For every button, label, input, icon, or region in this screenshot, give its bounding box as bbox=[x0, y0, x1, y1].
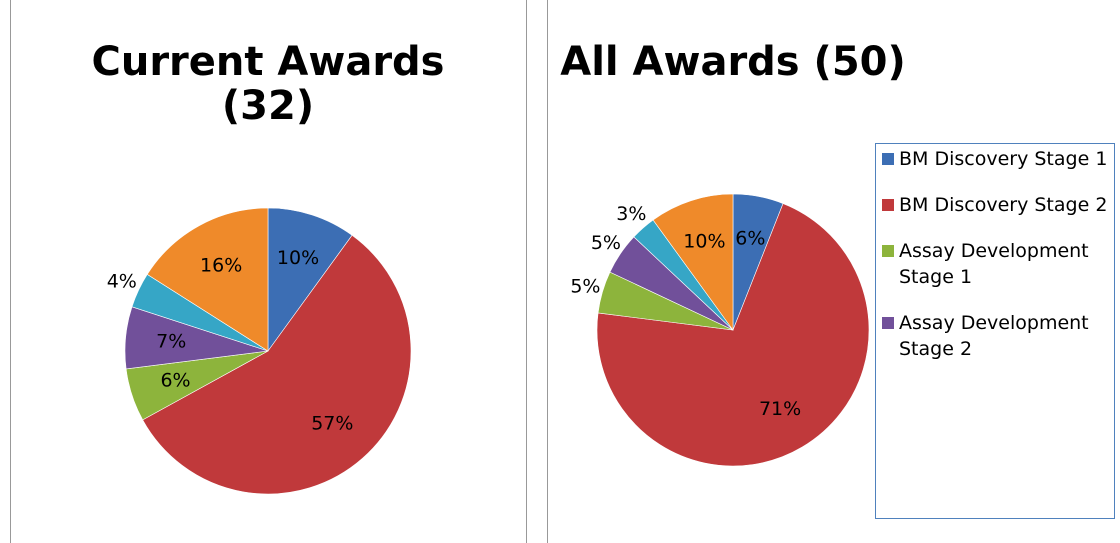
legend-entry: Assay Development Stage 1 bbox=[882, 238, 1108, 290]
data-label: 4% bbox=[107, 271, 137, 293]
legend-label: Assay Development Stage 2 bbox=[899, 312, 1089, 360]
chart-title: Current Awards (32) bbox=[91, 39, 445, 129]
legend-entry: BM Discovery Stage 1 bbox=[882, 146, 1108, 172]
data-label: 10% bbox=[683, 231, 725, 253]
legend-label: Assay Development Stage 1 bbox=[899, 240, 1089, 288]
data-label: 6% bbox=[735, 228, 765, 250]
data-label: 57% bbox=[311, 412, 353, 434]
legend-entry: BM Discovery Stage 2 bbox=[882, 192, 1108, 218]
data-label: 5% bbox=[591, 232, 621, 254]
legend: BM Discovery Stage 1 BM Discovery Stage 2… bbox=[875, 143, 1115, 519]
legend-swatch bbox=[882, 317, 894, 329]
pie-slice bbox=[146, 207, 269, 352]
legend-swatch bbox=[882, 153, 894, 165]
pie-slice bbox=[596, 203, 870, 467]
pie-slice bbox=[267, 207, 353, 352]
panel-border bbox=[10, 0, 527, 543]
legend-swatch bbox=[882, 245, 894, 257]
data-label: 5% bbox=[570, 276, 600, 298]
pie-slice bbox=[652, 193, 734, 331]
legend-label: BM Discovery Stage 1 bbox=[899, 148, 1108, 170]
data-label: 10% bbox=[277, 247, 319, 269]
legend-label: BM Discovery Stage 2 bbox=[899, 194, 1108, 216]
data-label: 3% bbox=[616, 203, 646, 225]
legend-entry: Assay Development Stage 2 bbox=[882, 310, 1108, 362]
data-label: 7% bbox=[156, 330, 186, 352]
data-label: 16% bbox=[200, 254, 242, 276]
panel-border bbox=[547, 0, 548, 543]
chart-title: All Awards (50) bbox=[560, 39, 906, 85]
data-label: 6% bbox=[160, 370, 190, 392]
pie-slice bbox=[142, 234, 412, 495]
data-label: 71% bbox=[759, 398, 801, 420]
legend-swatch bbox=[882, 199, 894, 211]
